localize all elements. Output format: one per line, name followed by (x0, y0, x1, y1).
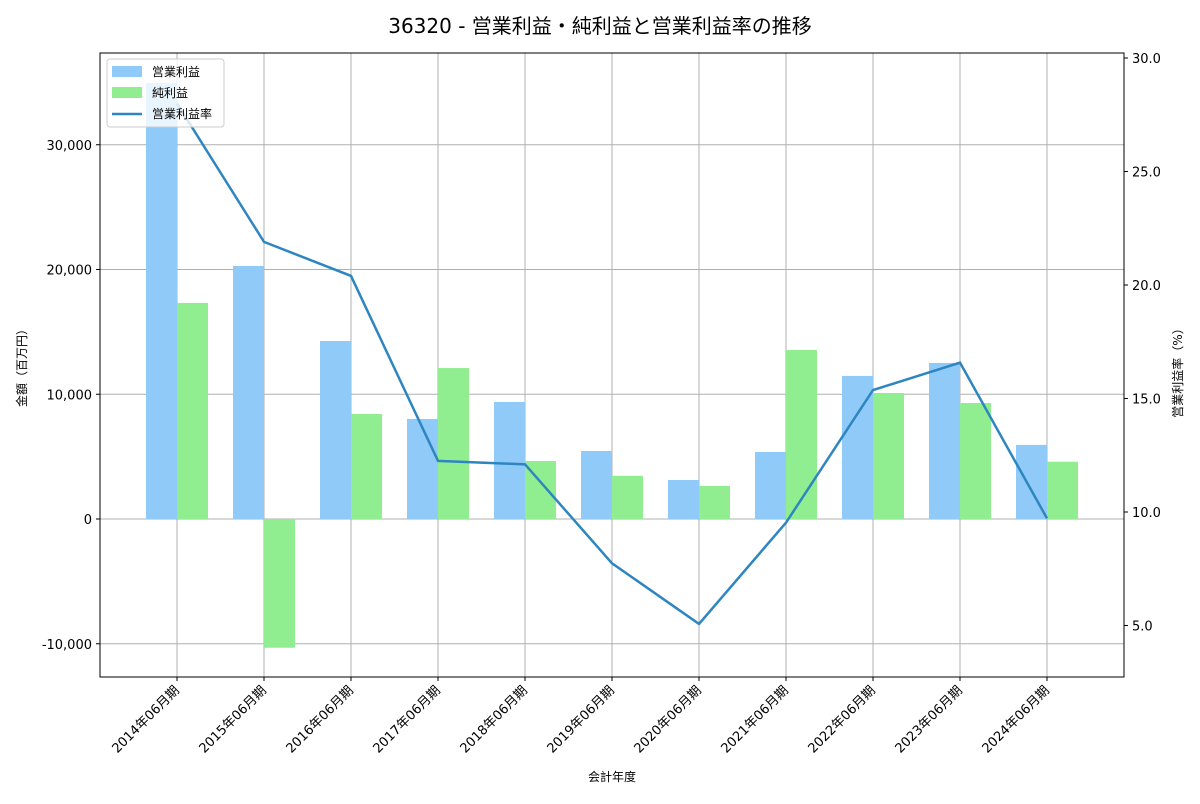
line-series (175, 102, 1049, 626)
bar (146, 82, 177, 519)
bar (612, 475, 643, 519)
bar (668, 479, 699, 519)
bar (699, 485, 730, 519)
x-tick-label: 2024年06月期 (980, 683, 1053, 756)
right-axis-ticks: 5.0 10.0 15.0 20.0 25.0 30.0 (1124, 52, 1161, 635)
y2-tick-label: 5.0 (1132, 620, 1153, 635)
legend: 営業利益 純利益 営業利益率 (106, 58, 225, 128)
x-tick-label: 2019年06月期 (545, 683, 618, 756)
x-tick-label: 2017年06月期 (371, 683, 444, 756)
bar (494, 401, 525, 519)
bar (177, 302, 208, 519)
x-axis-label: 会計年度 (588, 769, 636, 784)
x-tick-label: 2016年06月期 (284, 683, 357, 756)
x-tick-label: 2020年06月期 (632, 683, 705, 756)
y-tick-label: 20,000 (47, 264, 93, 279)
bar (960, 402, 991, 519)
bar (873, 393, 904, 519)
chart-title: 36320 - 営業利益・純利益と営業利益率の推移 (388, 14, 812, 38)
x-tick-label: 2018年06月期 (458, 683, 531, 756)
bar (407, 418, 438, 519)
x-tick-label: 2015年06月期 (197, 683, 270, 756)
y2-tick-label: 30.0 (1132, 52, 1161, 67)
y2-tick-label: 15.0 (1132, 393, 1161, 408)
x-axis-ticks: 2014年06月期 2015年06月期 2016年06月期 2017年06月期 2018… (110, 677, 1053, 757)
bar (320, 340, 351, 519)
legend-label-operating-profit: 営業利益 (152, 65, 200, 79)
bar (1047, 461, 1078, 519)
bar (755, 452, 786, 519)
y-tick-label: 0 (84, 513, 92, 528)
x-tick-label: 2022年06月期 (806, 683, 879, 756)
margin-line (175, 102, 1049, 626)
bar (438, 368, 469, 519)
bar (929, 362, 960, 519)
y2-tick-label: 10.0 (1132, 506, 1161, 521)
x-tick-label: 2021年06月期 (719, 683, 792, 756)
x-tick-label: 2014年06月期 (110, 683, 183, 756)
y2-tick-label: 25.0 (1132, 166, 1161, 181)
left-axis-ticks: -10,000 0 10,000 20,000 30,000 (42, 139, 100, 653)
bar (233, 266, 264, 519)
legend-label-net-profit: 純利益 (152, 86, 188, 100)
bar (581, 451, 612, 519)
y-axis-label: 金額（百万円） (14, 323, 29, 407)
bar-series (146, 82, 1078, 648)
y-tick-label: 30,000 (47, 139, 93, 154)
legend-swatch-net-profit (112, 87, 142, 98)
y-tick-label: 10,000 (47, 388, 93, 403)
y-tick-label: -10,000 (42, 638, 92, 653)
bar (264, 519, 295, 648)
y2-tick-label: 20.0 (1132, 279, 1161, 294)
y2-axis-label: 営業利益率（%） (1170, 322, 1185, 417)
x-tick-label: 2023年06月期 (893, 683, 966, 756)
bar (786, 349, 817, 519)
legend-swatch-operating-profit (112, 66, 142, 77)
bar (351, 413, 382, 519)
legend-label-margin: 営業利益率 (152, 106, 212, 121)
